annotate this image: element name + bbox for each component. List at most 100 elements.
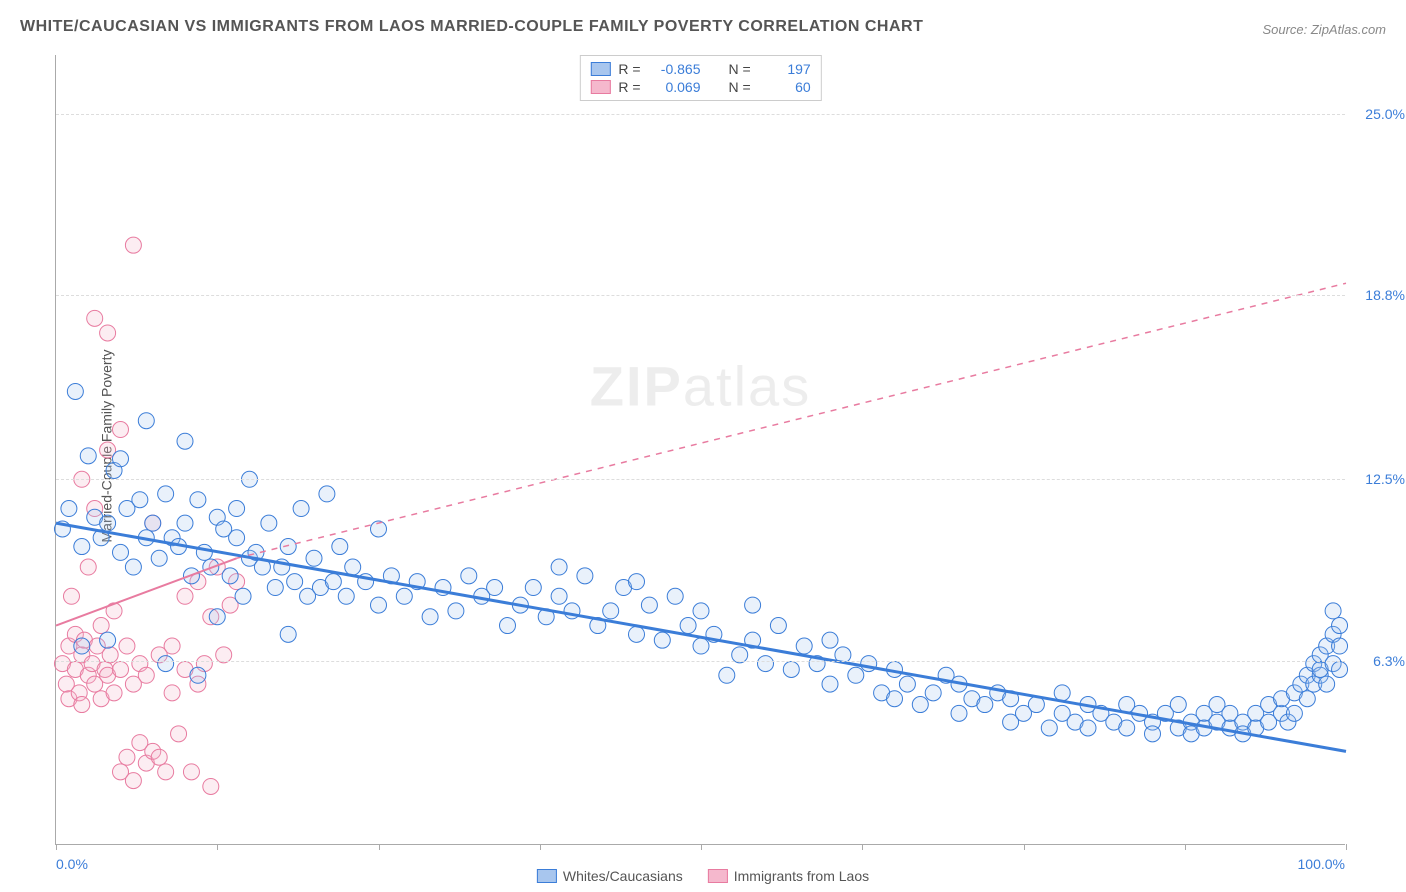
data-point bbox=[848, 667, 864, 683]
data-point bbox=[63, 588, 79, 604]
legend-item-pink: Immigrants from Laos bbox=[708, 868, 869, 884]
data-point bbox=[80, 559, 96, 575]
data-point bbox=[693, 638, 709, 654]
data-point bbox=[125, 773, 141, 789]
data-point bbox=[190, 492, 206, 508]
r-value-pink: 0.069 bbox=[651, 79, 701, 95]
data-point bbox=[125, 237, 141, 253]
x-tick bbox=[701, 844, 702, 850]
data-point bbox=[164, 685, 180, 701]
data-point bbox=[306, 550, 322, 566]
swatch-blue-icon bbox=[537, 869, 557, 883]
y-tick-label: 12.5% bbox=[1365, 471, 1405, 487]
data-point bbox=[693, 603, 709, 619]
data-point bbox=[345, 559, 361, 575]
chart-container: WHITE/CAUCASIAN VS IMMIGRANTS FROM LAOS … bbox=[0, 0, 1406, 892]
data-point bbox=[1299, 691, 1315, 707]
data-point bbox=[667, 588, 683, 604]
data-point bbox=[280, 626, 296, 642]
swatch-blue bbox=[590, 62, 610, 76]
y-tick-label: 18.8% bbox=[1365, 287, 1405, 303]
data-point bbox=[100, 325, 116, 341]
gridline-h bbox=[56, 295, 1345, 296]
data-point bbox=[229, 501, 245, 517]
data-point bbox=[280, 539, 296, 555]
data-point bbox=[500, 618, 516, 634]
data-point bbox=[332, 539, 348, 555]
data-point bbox=[1332, 618, 1348, 634]
data-point bbox=[977, 697, 993, 713]
data-point bbox=[1054, 685, 1070, 701]
data-point bbox=[1170, 697, 1186, 713]
legend-item-blue: Whites/Caucasians bbox=[537, 868, 683, 884]
x-tick bbox=[217, 844, 218, 850]
data-point bbox=[680, 618, 696, 634]
bottom-legend: Whites/Caucasians Immigrants from Laos bbox=[537, 868, 869, 884]
correlation-legend: R = -0.865 N = 197 R = 0.069 N = 60 bbox=[579, 55, 821, 101]
legend-label-blue: Whites/Caucasians bbox=[563, 868, 683, 884]
data-point bbox=[151, 550, 167, 566]
data-point bbox=[629, 626, 645, 642]
x-tick bbox=[1346, 844, 1347, 850]
gridline-h bbox=[56, 114, 1345, 115]
chart-svg bbox=[56, 55, 1345, 844]
data-point bbox=[603, 603, 619, 619]
data-point bbox=[925, 685, 941, 701]
data-point bbox=[267, 580, 283, 596]
trend-line-pink-dashed bbox=[237, 283, 1346, 558]
data-point bbox=[422, 609, 438, 625]
data-point bbox=[887, 691, 903, 707]
data-point bbox=[87, 310, 103, 326]
data-point bbox=[145, 515, 161, 531]
gridline-h bbox=[56, 661, 1345, 662]
x-max-label: 100.0% bbox=[1298, 856, 1345, 872]
data-point bbox=[1119, 720, 1135, 736]
data-point bbox=[1332, 661, 1348, 677]
data-point bbox=[1332, 638, 1348, 654]
data-point bbox=[138, 667, 154, 683]
data-point bbox=[132, 492, 148, 508]
data-point bbox=[100, 632, 116, 648]
gridline-h bbox=[56, 479, 1345, 480]
data-point bbox=[93, 618, 109, 634]
data-point bbox=[229, 530, 245, 546]
x-tick bbox=[1024, 844, 1025, 850]
data-point bbox=[100, 515, 116, 531]
chart-title: WHITE/CAUCASIAN VS IMMIGRANTS FROM LAOS … bbox=[20, 18, 923, 36]
data-point bbox=[222, 568, 238, 584]
data-point bbox=[183, 764, 199, 780]
data-point bbox=[74, 697, 90, 713]
data-point bbox=[796, 638, 812, 654]
data-point bbox=[912, 697, 928, 713]
data-point bbox=[61, 501, 77, 517]
data-point bbox=[758, 656, 774, 672]
plot-area: ZIPatlas R = -0.865 N = 197 R = 0.069 N … bbox=[55, 55, 1345, 845]
data-point bbox=[177, 588, 193, 604]
data-point bbox=[1286, 705, 1302, 721]
data-point bbox=[822, 676, 838, 692]
data-point bbox=[177, 515, 193, 531]
data-point bbox=[551, 559, 567, 575]
data-point bbox=[164, 638, 180, 654]
data-point bbox=[1325, 603, 1341, 619]
data-point bbox=[1145, 726, 1161, 742]
data-point bbox=[719, 667, 735, 683]
data-point bbox=[551, 588, 567, 604]
data-point bbox=[74, 638, 90, 654]
x-min-label: 0.0% bbox=[56, 856, 88, 872]
data-point bbox=[113, 544, 129, 560]
data-point bbox=[138, 413, 154, 429]
data-point bbox=[577, 568, 593, 584]
data-point bbox=[158, 656, 174, 672]
data-point bbox=[119, 638, 135, 654]
legend-label-pink: Immigrants from Laos bbox=[734, 868, 869, 884]
n-value-blue: 197 bbox=[761, 61, 811, 77]
data-point bbox=[899, 676, 915, 692]
swatch-pink-icon bbox=[708, 869, 728, 883]
data-point bbox=[822, 632, 838, 648]
data-point bbox=[80, 448, 96, 464]
data-point bbox=[106, 685, 122, 701]
data-point bbox=[1041, 720, 1057, 736]
x-tick bbox=[862, 844, 863, 850]
data-point bbox=[177, 433, 193, 449]
